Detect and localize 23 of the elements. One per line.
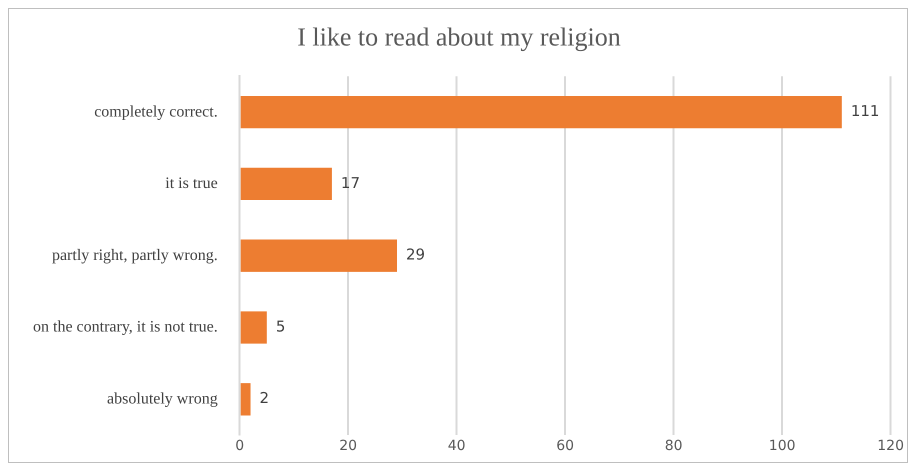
x-tick-label: 80 [664, 438, 683, 454]
bar [240, 96, 842, 128]
y-tick-label: it is true [165, 175, 218, 192]
y-tick-label: partly right, partly wrong. [52, 246, 218, 264]
data-label: 29 [406, 246, 426, 264]
x-tick-label: 0 [235, 438, 244, 454]
bar [240, 240, 398, 272]
chart-title: I like to read about my religion [297, 22, 621, 52]
bar [240, 311, 267, 344]
y-tick-label: completely correct. [94, 103, 218, 120]
data-label: 5 [276, 317, 286, 336]
bar [240, 168, 332, 200]
data-label: 2 [260, 389, 270, 408]
data-label: 17 [340, 174, 360, 192]
x-tick-label: 120 [877, 438, 904, 454]
x-tick-label: 40 [448, 438, 466, 454]
bar [240, 383, 251, 416]
x-tick-label: 100 [768, 438, 796, 454]
x-tick-label: 60 [556, 438, 574, 454]
y-tick-label: absolutely wrong [107, 390, 218, 408]
y-tick-label: on the contrary, it is not true. [32, 318, 218, 336]
x-tick-label: 20 [339, 438, 358, 454]
data-label: 111 [850, 102, 880, 120]
